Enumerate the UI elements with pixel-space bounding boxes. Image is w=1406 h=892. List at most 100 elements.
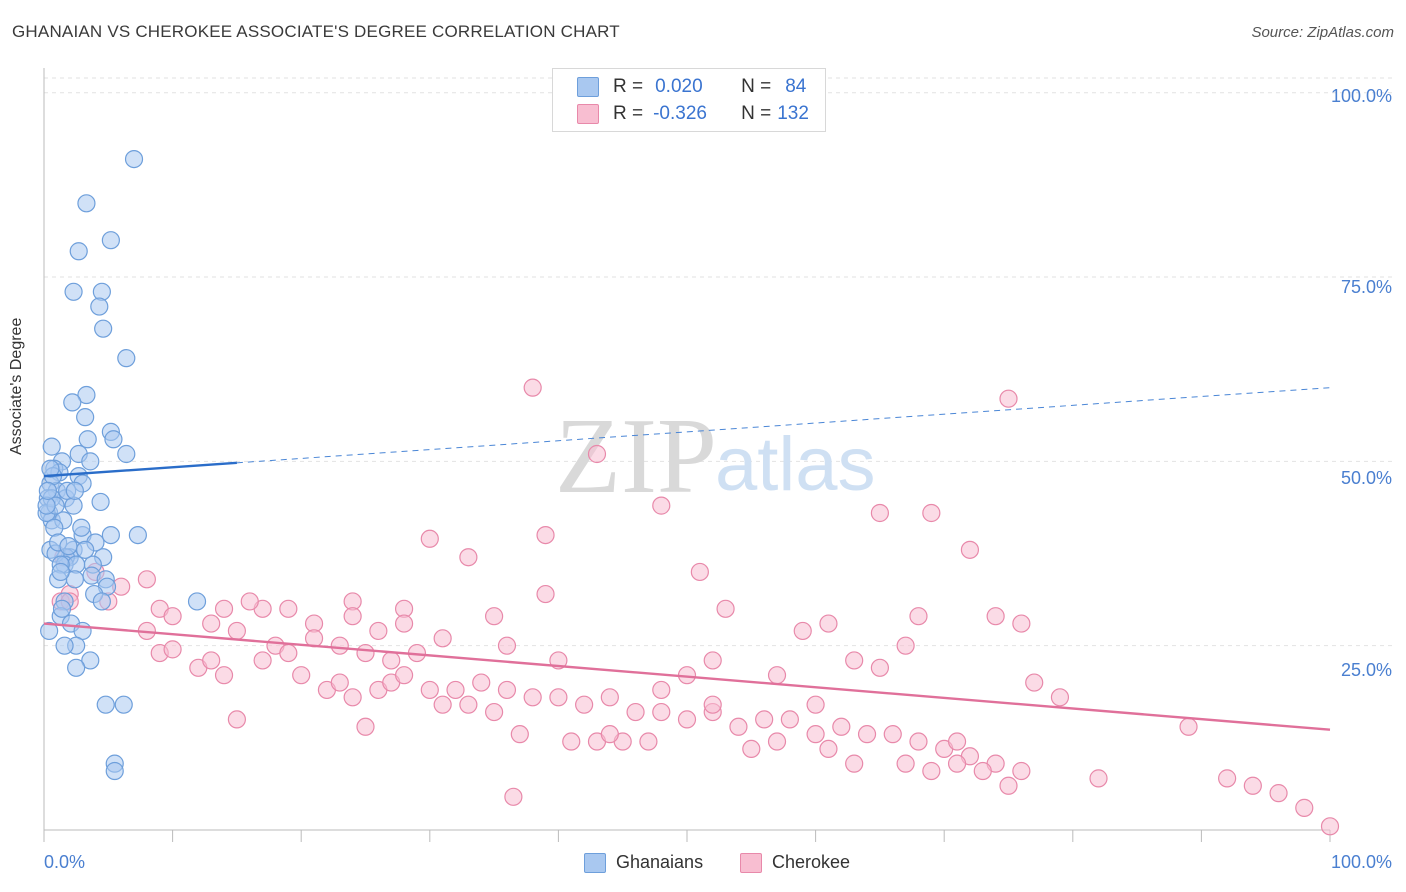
data-point [626,702,645,722]
data-point [117,349,136,368]
data-point [92,592,111,611]
legend-r-label: R = [613,76,644,97]
data-point [94,319,113,338]
data-point [806,695,825,714]
data-point [896,754,915,773]
data-point [999,389,1018,408]
ghanaians-trend-projection [236,387,1331,464]
x-tick-0: 0.0% [44,852,86,872]
data-point [40,621,59,641]
data-point [767,732,787,751]
data-point [677,710,697,729]
data-point [999,776,1018,795]
data-point [909,607,928,626]
cherokee-swatch [577,104,599,124]
data-point [343,688,362,707]
data-point [330,636,349,655]
data-point [81,651,100,670]
data-point [78,430,97,449]
bottom-legend-ghanaians-label: Ghanaians [616,852,704,872]
data-point [105,761,124,781]
data-point [1012,761,1031,781]
data-point [896,636,915,655]
data-point [394,614,414,633]
cherokee-points [51,378,1340,836]
data-point [973,761,992,781]
data-point [343,607,362,626]
bottom-legend-cherokee-label: Cherokee [772,852,851,872]
data-point [497,680,517,700]
trend-lines [43,387,1331,731]
legend-row-ghanaians: R = 0.020 N = 84 [577,75,806,99]
data-point [77,194,96,213]
legend-n-value-ghanaians: 84 [785,76,807,97]
data-point [690,562,709,582]
data-point [124,149,144,169]
data-point [163,607,182,626]
data-point [38,481,57,500]
y-tick-100: 100.0% [1330,86,1392,106]
y-tick-50: 50.0% [1340,468,1392,488]
data-point [227,710,246,729]
data-point [639,732,658,751]
data-point [870,503,890,523]
x-tick-100: 100.0% [1330,852,1392,872]
data-point [806,725,825,744]
data-point [600,725,619,744]
data-point [59,537,78,556]
legend-r-value-ghanaians: 0.020 [655,76,703,97]
data-point [76,540,95,559]
data-point [819,614,838,633]
source-label: Source: ZipAtlas.com [1251,24,1394,41]
ghanaians-trend-line [43,461,237,478]
data-point [101,525,120,545]
data-point [703,695,722,714]
data-point [793,621,812,641]
data-point [986,607,1005,626]
data-point [446,680,465,700]
legend-n-label: N = [741,103,772,124]
data-point [117,444,136,464]
data-point [52,599,72,618]
data-point [510,725,529,744]
data-point [51,562,70,582]
data-point [187,592,207,611]
data-point [72,518,91,537]
data-point [128,525,147,545]
data-point [227,621,246,641]
data-point [42,437,61,456]
legend: R = 0.020 N = 84 R = -0.326 N = 132 [552,68,826,132]
data-point [41,459,60,478]
data-point [883,725,902,744]
data-point [549,688,568,707]
data-point [652,702,671,722]
cherokee-trend-line [43,622,1331,731]
data-point [857,725,877,744]
data-point [947,732,967,751]
data-point [65,481,84,500]
data-point [253,651,272,670]
data-point [356,643,375,663]
data-point [202,651,221,670]
data-point [485,607,504,626]
data-point [703,651,722,670]
data-point [523,378,542,397]
data-point [63,393,82,412]
gridlines [44,77,1395,647]
data-point [1089,769,1108,788]
data-point [96,695,115,714]
cherokee-legend-swatch [740,852,762,873]
data-point [356,717,375,736]
data-point [755,710,774,729]
ghanaians-legend-swatch [584,852,606,873]
data-point [214,666,234,685]
data-point [832,717,851,736]
legend-r-value-cherokee: -0.326 [653,103,707,124]
data-point [240,592,259,611]
data-point [1320,817,1340,836]
data-point [433,629,452,648]
data-point [104,430,123,449]
data-point [76,408,95,427]
data-point [536,584,555,604]
data-point [1243,776,1262,795]
